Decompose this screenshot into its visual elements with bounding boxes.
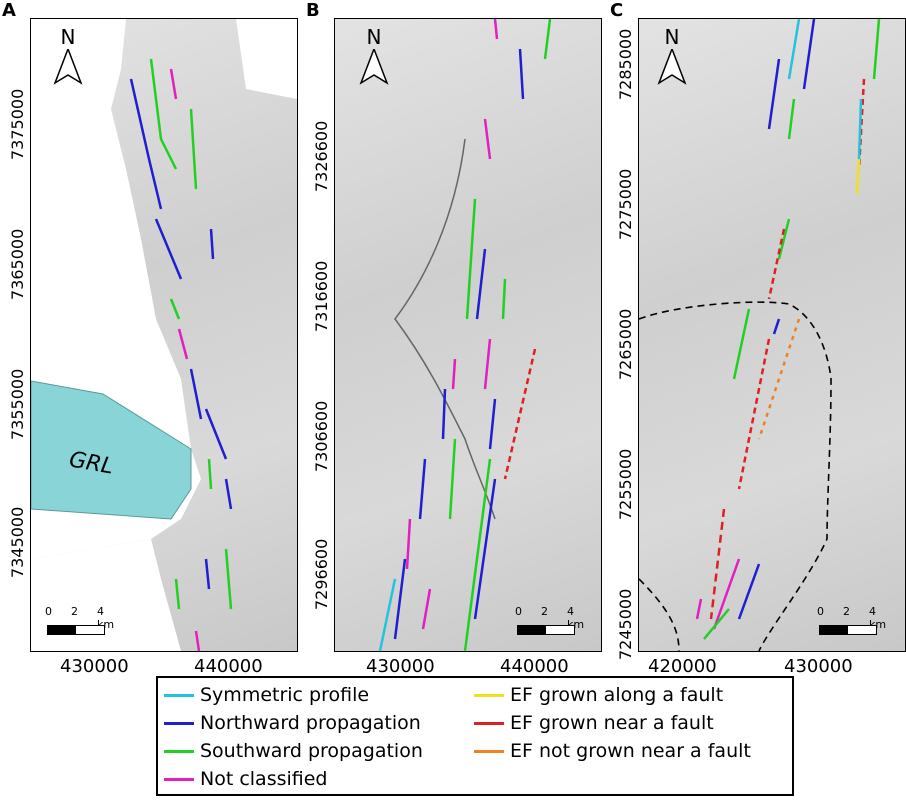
xtick-b-1: 430000 (366, 656, 435, 677)
north-label: N (664, 25, 680, 49)
ytick-c-2: 7275000 (616, 168, 635, 240)
north-arrow-b: N (359, 25, 389, 89)
legend-swatch (164, 750, 194, 753)
ytick-b-4: 7296600 (312, 538, 331, 610)
legend-label: Not classified (200, 768, 328, 790)
hillshade-map-c (639, 19, 881, 651)
hillshade-map-a (31, 19, 297, 651)
legend-swatch (164, 778, 194, 781)
scale-label-0: 0 (45, 605, 52, 618)
legend-label: Symmetric profile (200, 684, 370, 706)
legend-item: EF grown near a fault (474, 712, 714, 734)
north-arrow-icon (359, 46, 389, 85)
legend-item: Symmetric profile (164, 684, 369, 706)
map-panel-a: GRL N 0 2 4 km (30, 18, 298, 652)
ytick-a-1: 7375000 (8, 88, 27, 160)
scale-label-2: 2 (71, 605, 78, 618)
scale-label-2: 2 (843, 605, 850, 618)
ytick-c-1: 7285000 (616, 28, 635, 100)
north-arrow-icon (657, 46, 687, 85)
map-panel-b: N 0 2 4 km (334, 18, 602, 652)
ytick-c-3: 7265000 (616, 308, 635, 380)
ytick-a-4: 7345000 (8, 506, 27, 578)
ytick-b-3: 7306600 (312, 400, 331, 472)
legend-item: Northward propagation (164, 712, 421, 734)
legend-swatch (474, 722, 504, 725)
ytick-b-2: 7316600 (312, 260, 331, 332)
xtick-c-1: 420000 (648, 656, 717, 677)
legend-swatch (164, 694, 194, 697)
legend-label: EF not grown near a fault (510, 740, 751, 762)
scale-label-0: 0 (515, 605, 522, 618)
legend-label: Northward propagation (200, 712, 421, 734)
legend-item: EF grown along a fault (474, 684, 723, 706)
legend-item: Southward propagation (164, 740, 423, 762)
legend-item: Not classified (164, 768, 328, 790)
scale-label-0: 0 (817, 605, 824, 618)
xtick-c-2: 430000 (784, 656, 853, 677)
ytick-a-3: 7355000 (8, 368, 27, 440)
legend-label: EF grown along a fault (510, 684, 724, 706)
north-arrow-icon (53, 46, 83, 85)
legend-item: EF not grown near a fault (474, 740, 751, 762)
hillshade-map-b (378, 19, 552, 651)
ytick-a-2: 7365000 (8, 228, 27, 300)
legend-label: EF grown near a fault (510, 712, 714, 734)
panel-label-a: A (2, 0, 16, 21)
legend-label: Southward propagation (200, 740, 423, 762)
xtick-a-1: 430000 (60, 656, 129, 677)
ytick-c-4: 7255000 (616, 448, 635, 520)
north-label: N (60, 25, 76, 49)
north-label: N (366, 25, 382, 49)
xtick-a-2: 440000 (194, 656, 263, 677)
panel-label-b: B (306, 0, 320, 21)
legend-swatch (474, 750, 504, 753)
map-panel-c: N 0 2 4 km (638, 18, 906, 652)
north-arrow-c: N (657, 25, 687, 89)
legend-swatch (164, 722, 194, 725)
panel-label-c: C (610, 0, 624, 21)
legend-swatch (474, 694, 504, 697)
north-arrow-a: N (53, 25, 83, 89)
xtick-b-2: 440000 (500, 656, 569, 677)
legend: Symmetric profile Northward propagation … (156, 676, 794, 796)
ytick-b-1: 7326600 (312, 120, 331, 192)
ytick-c-5: 7245000 (616, 588, 635, 660)
scale-label-2: 2 (541, 605, 548, 618)
